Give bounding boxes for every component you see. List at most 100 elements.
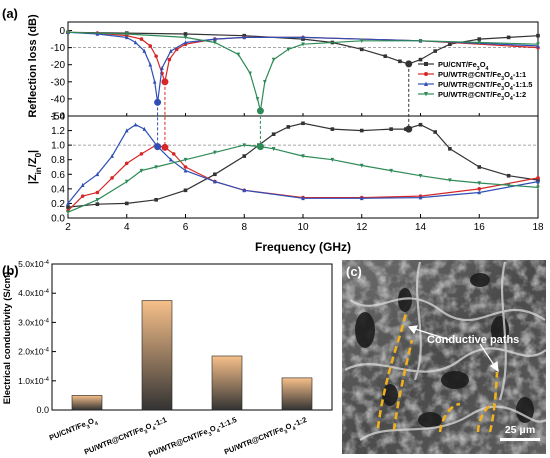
bar-y-tick-label: 5.0x10-4 [18,259,50,269]
z-series-point [359,196,364,201]
z-series-point [330,127,335,131]
legend-label: PU/CNT/Fe3O4 [438,60,489,72]
legend-label: PU/WTR@CNT/Fe3O4-1:1 [438,70,526,82]
conductivity-bar [211,355,243,411]
bar-category-label-group: PU/CNT/Fe3O4 [48,416,99,442]
z-series-point [301,154,305,159]
legend-marker [424,72,428,76]
x-tick-label: 16 [474,222,486,233]
rl-series-point [286,47,291,52]
z-series-point [213,172,217,177]
conductive-path-lines [376,311,499,433]
rl-series-point [169,48,173,53]
z-y-tick-label: 1.2 [51,126,65,137]
z-series-point [242,154,247,158]
rl-series-point [506,35,511,40]
bar-y-tick-label: 0.0 [36,405,49,415]
z-series-point [139,152,144,156]
z-series-point [154,197,158,202]
rl-series-point [301,35,305,40]
panel-c-label: (c) [346,264,362,279]
z-series-point [124,179,129,184]
x-tick-label: 12 [356,222,368,233]
rl-series-point [359,39,364,44]
z-series-point [95,197,100,203]
z-series-point [183,188,188,193]
z-series-point [477,165,482,169]
z-series-point [95,171,100,177]
z-series-point [418,173,423,179]
z-series-point [80,182,85,188]
rl-y-tick-label: -10 [51,43,66,54]
legend-label: PU/WTR@CNT/Fe3O4-1:1.5 [438,80,532,92]
rl-y-axis-label: Reflection loss (dB) [27,14,39,118]
rl-series-point [236,52,241,57]
x-tick-label: 18 [532,222,544,233]
z-series-point [477,187,482,191]
legend: PU/CNT/Fe3O4PU/WTR@CNT/Fe3O4-1:1PU/WTR@C… [418,60,532,102]
z-series-point [271,132,276,137]
rl-series-point [242,35,247,40]
x-tick-label: 14 [415,222,427,233]
legend-label: PU/WTR@CNT/Fe3O4-1:2 [438,90,526,102]
z-series-point [359,128,364,133]
rl-series-point [359,47,364,52]
z-series-point [418,122,423,127]
z-series-point [213,150,217,155]
bar-y-tick-label: 4.0x10-4 [18,288,50,298]
z-series-point [80,194,85,198]
rl-series-point [383,54,388,58]
z-series-point [124,201,129,206]
rl-series-point [124,35,129,40]
z-series-line [67,122,539,208]
rl-series-point [139,37,144,41]
sem-micrograph: Conductive paths 25 μm [342,260,546,454]
z-series-point [242,143,247,148]
rl-series-point [418,57,423,62]
z-series-point [139,168,144,173]
rl-series-point [263,80,267,85]
rl-series-point [255,97,260,102]
z-series-point [506,173,511,178]
conductivity-bar [71,395,103,411]
rl-series-point [536,42,540,47]
z-series-point [477,181,482,186]
x-tick-label: 2 [65,222,71,233]
z-series-point [271,146,276,152]
z-series-point [477,190,482,195]
z-series-point [389,168,393,173]
rl-y-tick-label: 0 [59,26,65,37]
rl-series-point [477,37,482,41]
z-y-tick-label: 0.6 [51,170,65,181]
z-series-point [301,196,305,201]
conductivity-bar [141,300,173,411]
rl-series-point [433,49,437,53]
scale-bar-label: 25 μm [505,424,535,436]
z-y-tick-label: 1.0 [51,141,65,152]
rl-series-point [152,79,157,84]
rl-series-point [248,71,252,76]
z-y-axis-label: |Zin/Z0| [27,150,43,184]
z-series-point [506,183,511,188]
z-series-point [95,202,100,206]
z-series-point [171,152,176,156]
bar-y-tick-label: 2.0x10-4 [18,347,50,357]
z-series-point [242,188,247,193]
rl-series-point [213,40,217,45]
impedance-chart: |Zin/Z0| Frequency (GHz) 0.0 0.2 0.4 0.6 0.8… [27,112,544,255]
conductivity-bar-chart: Electrical conductivity (S/cm) 0.0 1.0x10… [2,259,333,458]
z-series-point [124,161,129,166]
bar-y-tick-label: 1.0x10-4 [18,376,50,386]
rl-y-tick-label: -40 [51,94,66,105]
legend-marker [424,92,428,97]
z-series-point [359,163,364,168]
rl-series-point [66,30,70,35]
rl-series-point [154,54,158,58]
z-series-point [169,157,173,162]
z-highlight-marker [154,143,162,151]
rl-series-point [213,36,217,41]
z-series-point [110,176,114,180]
z-series-point [418,195,423,200]
z-series-point [183,157,188,163]
rl-series-point [148,62,153,67]
